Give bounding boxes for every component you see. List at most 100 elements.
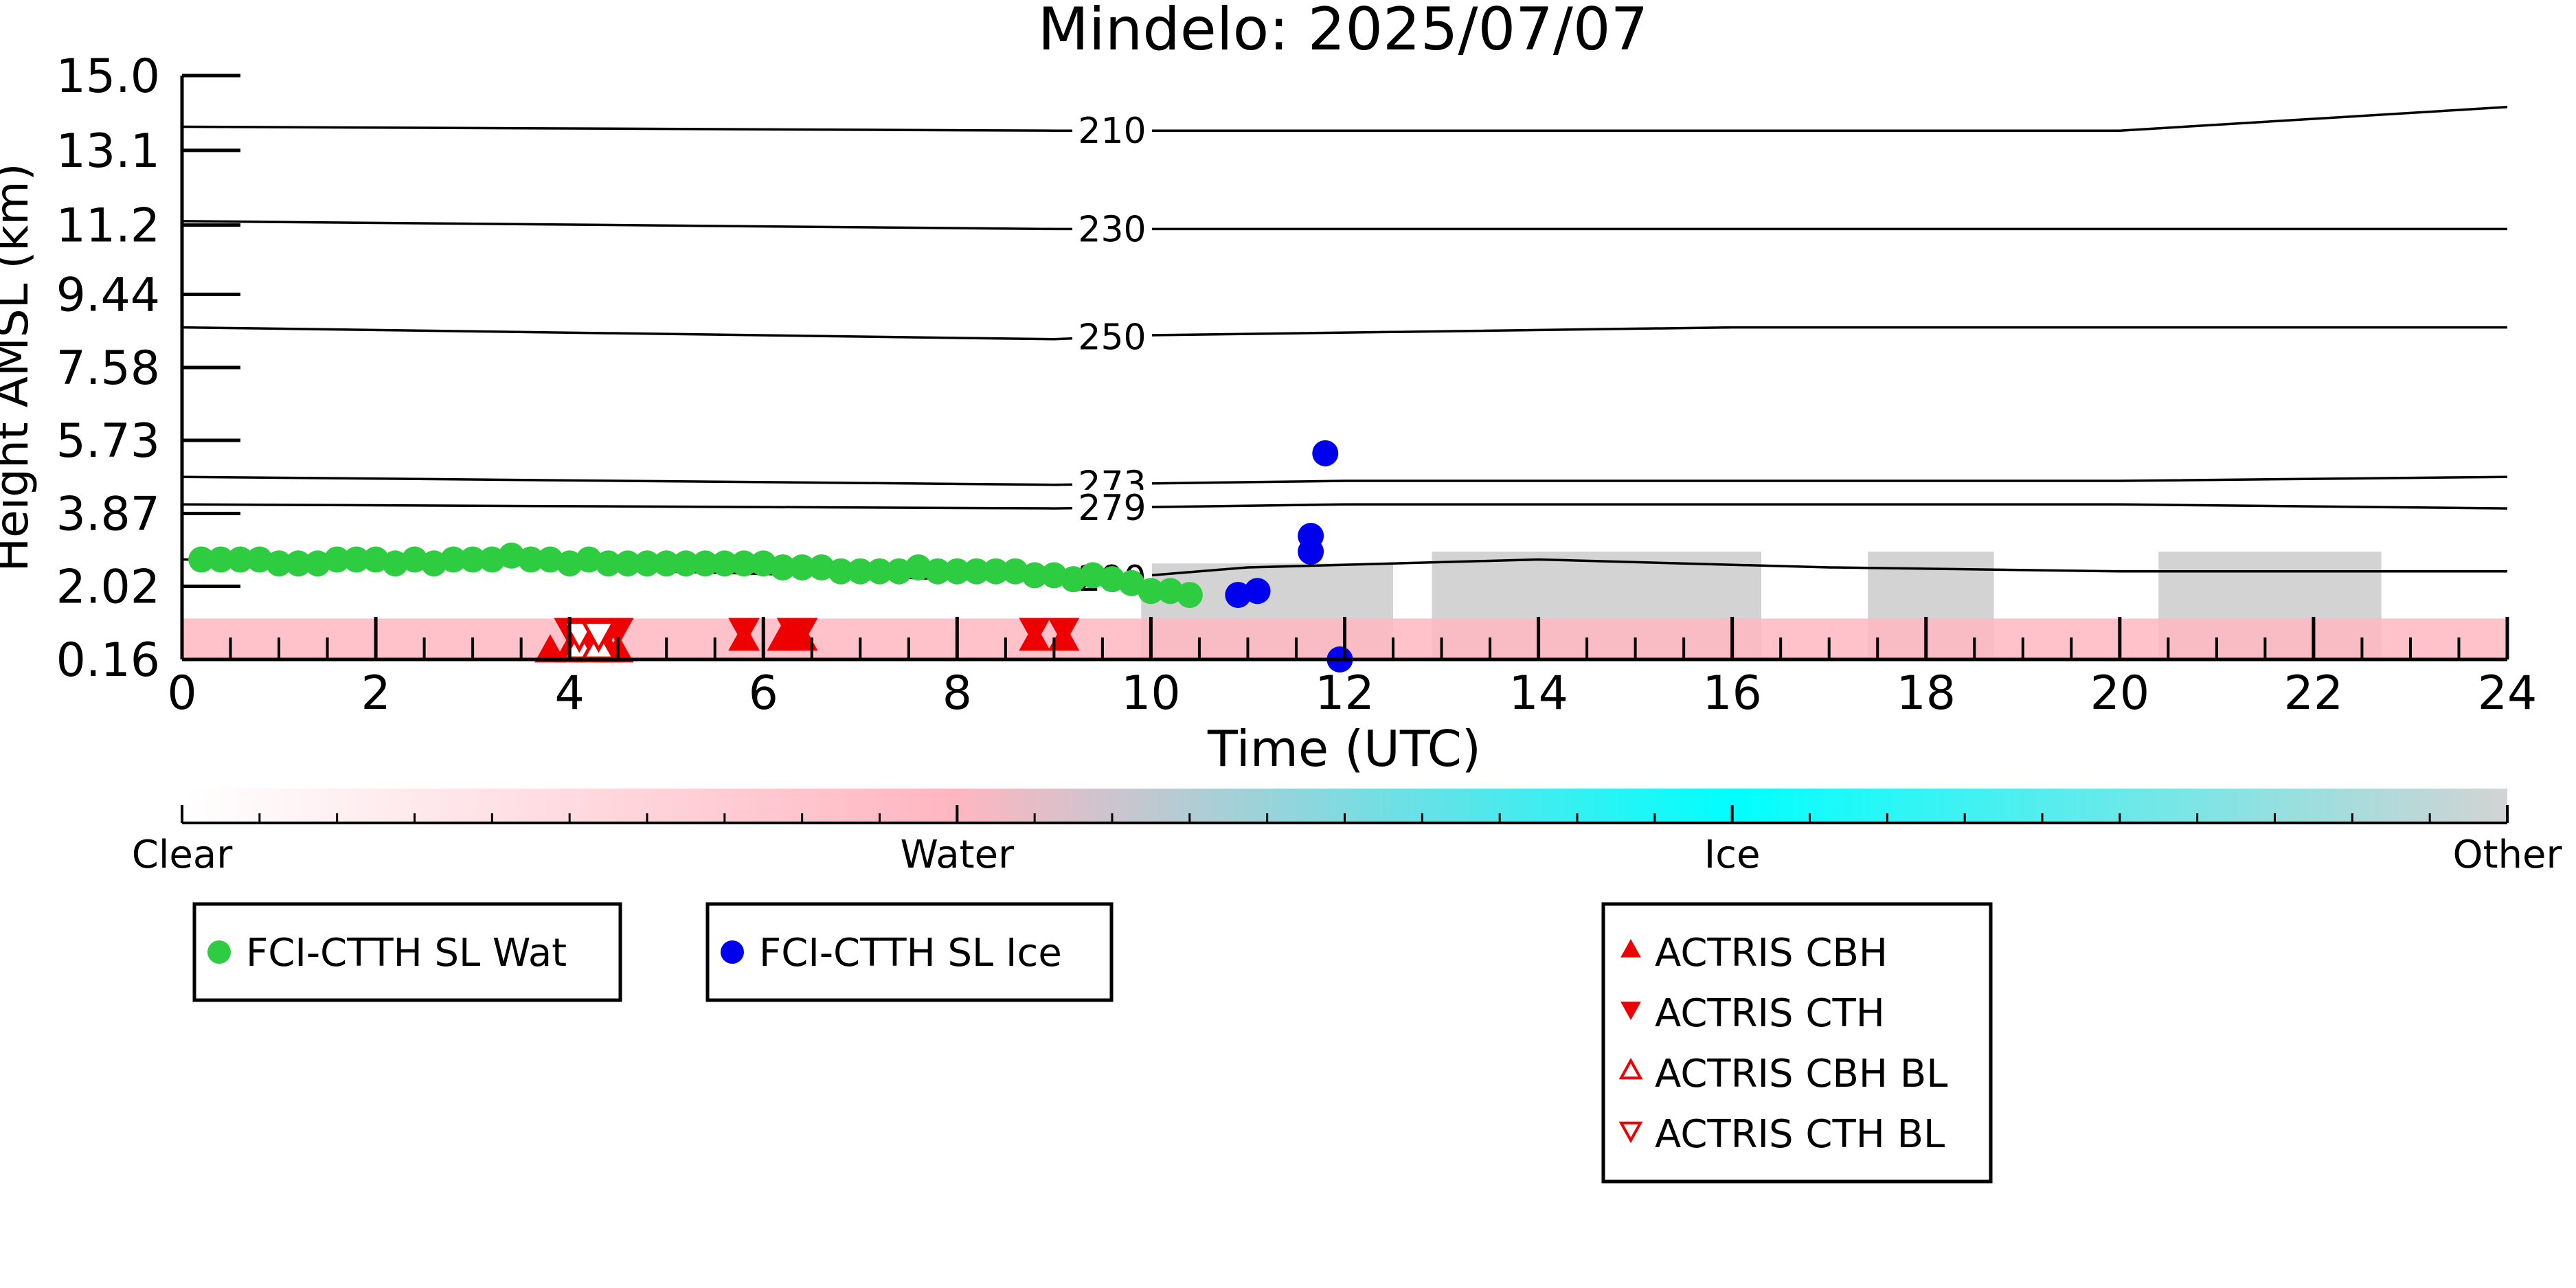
series-0-point [1138,578,1164,605]
contour-label-bg [1072,113,1152,149]
series-0-point [498,542,525,569]
series-1-point [1225,582,1252,609]
series-0-point [731,550,758,577]
series-0-point [944,558,971,585]
legends: FCI-CTTH SL Wat FCI-CTTH SL Ice ACTRIS CBH… [192,902,1993,1184]
legend-entry: ACTRIS CTH BL [1618,1112,1945,1157]
series-0-point [673,550,699,577]
series-0-point [1002,558,1028,585]
series-0-point [227,546,253,573]
series-0-point [556,550,583,577]
legend-label: ACTRIS CBH BL [1655,1052,1947,1096]
x-tick-label: 22 [2284,666,2344,721]
legend-label: FCI-CTTH SL Ice [759,931,1062,975]
y-tick-label: 0.16 [56,633,160,688]
x-tick-label: 0 [167,666,196,721]
legend-entry: ACTRIS CTH [1620,991,1885,1036]
series-0-point [614,550,641,577]
series-0 [188,542,1203,609]
series-2-point [534,634,566,663]
contour-label-279: 279 [1078,488,1146,529]
series-0-point [789,554,815,580]
y-tick-label: 15.0 [56,49,160,104]
y-tick-label: 13.1 [56,124,160,179]
data-series [188,440,1353,673]
legend-frame [705,902,1114,1002]
series-1-point [1244,578,1271,605]
y-tick-label: 3.87 [56,488,160,542]
series-0-point [905,554,931,580]
contour-line-210 [182,106,2507,132]
contour-line-230 [182,220,2507,231]
series-0-point [285,550,312,577]
series-0-point [517,546,544,573]
colorbar-label: Other [2452,833,2562,877]
legend-entry: ACTRIS CBH [1620,931,1888,975]
x-tick-label: 4 [555,666,585,721]
legend-marker [1620,938,1641,958]
legend-label: ACTRIS CTH [1655,991,1885,1036]
legend-box-2: ACTRIS CBH ACTRIS CTH ACTRIS CBH BL ACTRIS … [1601,902,1993,1184]
series-0-point [866,558,893,585]
colorbar-label: Water [901,833,1015,877]
series-0-point [479,546,506,573]
series-0-point [963,558,990,585]
series-0-point [576,546,602,573]
series-5-point [580,620,617,653]
legend-marker [1618,1121,1643,1144]
series-0-point [343,546,370,573]
legend-marker [207,940,231,964]
x-tick-label: 18 [1896,666,1956,721]
contour-label-230: 230 [1078,209,1146,250]
series-0-point [324,546,350,573]
legend-entry: ACTRIS CBH BL [1618,1052,1947,1096]
colorbar-label: Clear [132,833,233,877]
series-1-point [1298,523,1324,550]
series-0-point [595,550,622,577]
series-0-point [1099,566,1125,593]
x-tick-label: 6 [749,666,778,721]
legend-box-1: FCI-CTTH SL Ice [705,902,1114,1002]
x-tick-label: 16 [1702,666,1762,721]
y-tick-label: 5.73 [56,414,160,468]
x-axis-label: Time (UTC) [1207,720,1481,778]
series-0-point [692,550,719,577]
series-0-point [1079,562,1106,589]
series-0-point [363,546,389,573]
legend-frame [1601,902,1993,1184]
temperature-contours: 210230250273279290 [182,106,2507,600]
series-0-point [982,558,1009,585]
contour-label-250: 250 [1078,317,1146,358]
series-0-point [808,554,835,580]
y-tick-label: 2.02 [56,560,160,614]
series-0-point [188,546,215,573]
series-0-point [634,550,660,577]
chart-title: Mindelo: 2025/07/07 [1038,0,1649,64]
legend-marker [721,940,744,964]
contour-line-279 [182,503,2507,510]
legend-frame [192,902,622,1002]
series-0-point [769,554,796,580]
contour-label-bg [1072,489,1152,526]
series-0-point [266,550,293,577]
series-0-point [382,550,409,577]
series-0-point [1021,562,1048,589]
colorbar-label: Ice [1704,833,1761,877]
contour-label-bg [1072,319,1152,355]
x-tick-label: 14 [1509,666,1568,721]
series-3-point [786,618,818,646]
classification-colorbar: Clear Water Ice Other [132,789,2562,877]
y-axis-label: Height AMSL (km) [0,163,38,572]
series-1-point [1312,440,1339,466]
series-3-point [728,618,760,646]
series-0-point [207,546,234,573]
plot-area: 210230250273279290 024681012141618202224… [56,49,2538,721]
series-3-point [1048,618,1080,646]
legend-marker [1618,1057,1643,1080]
legend-label: FCI-CTTH SL Wat [246,931,567,975]
series-0-point [401,546,428,573]
series-0-point [750,550,777,577]
series-0-point [885,558,912,585]
legend-entry: FCI-CTTH SL Wat [207,931,567,975]
